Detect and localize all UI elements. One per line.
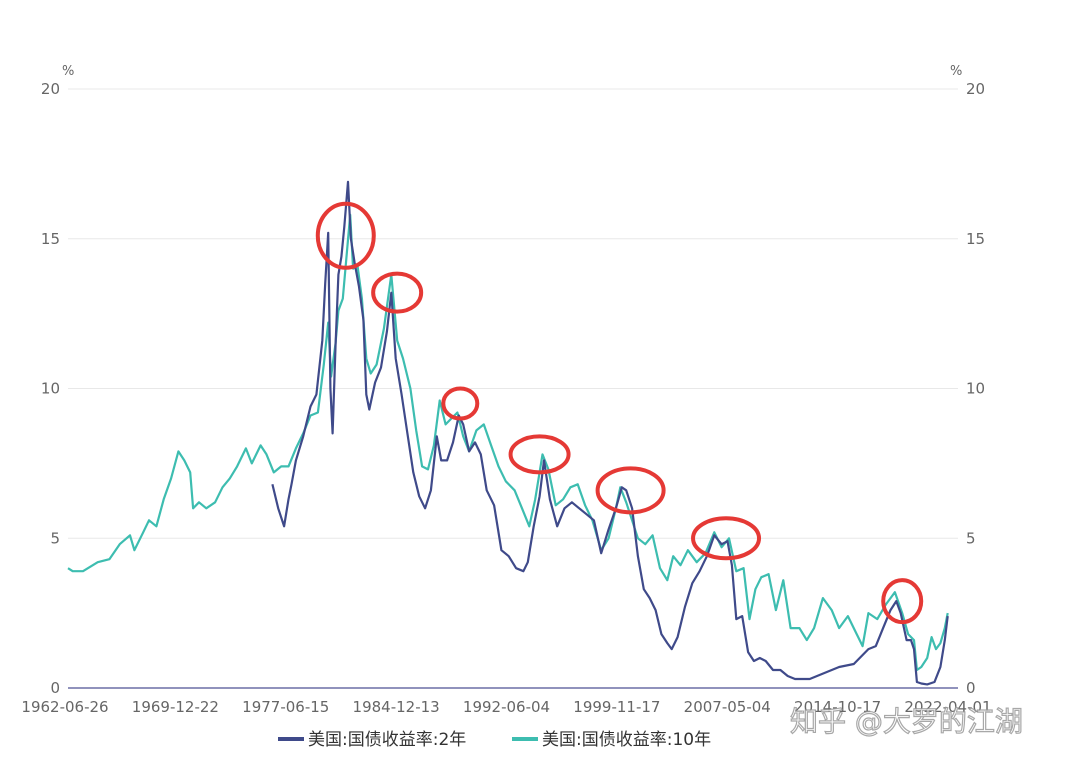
annotation-circle — [315, 201, 376, 270]
series-lines — [67, 180, 949, 686]
legend[interactable]: 美国:国债收益率:2年 美国:国债收益率:10年 — [278, 730, 711, 750]
gridlines — [68, 88, 958, 539]
left-axis: 0 5 10 15 20 — [41, 80, 60, 697]
legend-item-10y[interactable]: 美国:国债收益率:10年 — [512, 730, 711, 750]
y-tick-label-left: 15 — [41, 230, 60, 248]
legend-swatch-10y — [512, 737, 538, 741]
annotation-circle — [691, 516, 762, 561]
annotation-circle — [881, 578, 924, 625]
annotation-circle — [371, 271, 424, 314]
x-tick-label: 1984-12-13 — [353, 698, 440, 716]
y-tick-label-right: 5 — [966, 529, 976, 547]
y-tick-label-left: 0 — [50, 679, 60, 697]
x-tick-label: 1969-12-22 — [132, 698, 219, 716]
annotation-circle — [441, 386, 480, 421]
series-line-2y — [271, 180, 949, 686]
series-line-10y — [67, 213, 949, 672]
y-tick-label-left: 20 — [41, 80, 60, 98]
legend-label-2y: 美国:国债收益率:2年 — [308, 730, 466, 750]
y-tick-label-left: 10 — [41, 380, 60, 398]
x-tick-label: 1977-06-15 — [242, 698, 329, 716]
annotations — [315, 201, 924, 625]
x-axis: 1962-06-26 1969-12-22 1977-06-15 1984-12-13… — [21, 698, 991, 716]
right-axis: 0 5 10 15 20 — [966, 80, 985, 697]
x-tick-label: 2014-10-17 — [794, 698, 881, 716]
annotation-circle — [508, 434, 571, 475]
watermark: 知乎 @大罗的江湖 — [790, 705, 1023, 738]
x-tick-label: 2007-05-04 — [684, 698, 771, 716]
x-tick-label: 2022-04-01 — [904, 698, 991, 716]
y-tick-label-left: 5 — [50, 529, 60, 547]
legend-label-10y: 美国:国债收益率:10年 — [542, 730, 711, 750]
y-tick-label-right: 0 — [966, 679, 976, 697]
y-tick-label-right: 20 — [966, 80, 985, 98]
y-tick-label-right: 10 — [966, 380, 985, 398]
x-tick-label: 1962-06-26 — [21, 698, 108, 716]
x-tick-label: 1992-06-04 — [463, 698, 550, 716]
legend-item-2y[interactable]: 美国:国债收益率:2年 — [278, 730, 466, 750]
x-tick-label: 1999-11-17 — [573, 698, 660, 716]
y-tick-label-right: 15 — [966, 230, 985, 248]
right-axis-unit: % — [950, 64, 962, 79]
annotation-circle — [595, 466, 666, 515]
left-axis-unit: % — [62, 64, 74, 79]
legend-swatch-2y — [278, 737, 304, 741]
